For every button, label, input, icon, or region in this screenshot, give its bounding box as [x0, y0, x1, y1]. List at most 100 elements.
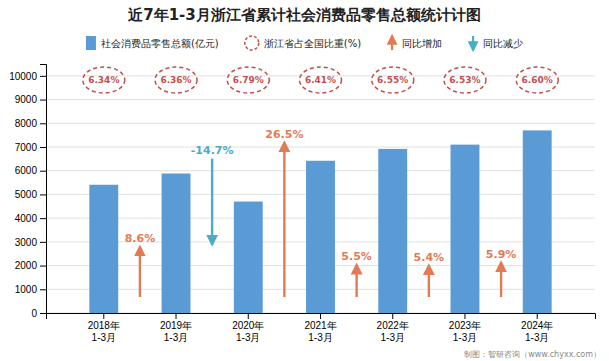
y-tick-mark — [40, 266, 46, 267]
x-tick-mark — [248, 313, 249, 319]
yoy-arrow — [428, 266, 430, 297]
y-tick-label: 7000 — [15, 142, 38, 153]
y-tick-mark — [40, 289, 46, 290]
share-label: 6.36% — [160, 75, 191, 85]
x-tick-label-line: 2022年 — [377, 320, 409, 331]
y-tick-label: 6000 — [15, 165, 38, 176]
x-tick-label-line: 2023年 — [449, 320, 481, 331]
y-tick: 10000 — [9, 71, 46, 82]
yoy-label: -14.7% — [191, 144, 234, 157]
grid-line — [46, 147, 595, 148]
x-tick-label: 2024年1-3月 — [521, 320, 553, 343]
legend-item: 社会消费品零售总额(亿元) — [86, 36, 219, 50]
y-tick: 8000 — [15, 118, 46, 129]
share-label: 6.34% — [88, 75, 119, 85]
x-tick-label-line: 1-3月 — [525, 332, 549, 343]
grid-line — [46, 123, 595, 124]
yoy-arrow — [500, 263, 502, 297]
share-circle — [83, 67, 125, 93]
footer: 制图：智研咨询（www.chyxx.com） — [464, 350, 601, 359]
y-tick-label: 2000 — [15, 260, 38, 271]
share-label: 6.79% — [233, 75, 264, 85]
title: 近7年1-3月浙江省累计社会消费品零售总额统计计图 — [127, 6, 481, 24]
annotations: 6.34% 6.36% 6.79% 6.41% 6.55% 6.53% 6.60% 8.6% -… — [88, 75, 553, 263]
y-tick-label: 0 — [31, 308, 37, 319]
yoy-label: 5.4% — [414, 251, 445, 264]
x-tick-mark — [103, 313, 104, 319]
legend-label: 同比减少 — [483, 38, 523, 49]
y-tick-mark — [40, 76, 46, 77]
y-tick-mark — [40, 313, 46, 314]
x-tick-label-line: 2024年 — [521, 320, 553, 331]
x-tick-label-line: 1-3月 — [92, 332, 116, 343]
x-tick-mark — [392, 313, 393, 319]
y-tick-label: 4000 — [15, 213, 38, 224]
y-tick-mark — [40, 194, 46, 195]
x-tick-mark — [176, 313, 177, 319]
chart: 0 1000 2000 3000 4000 5000 6000 7000 8000 9000 100… — [0, 0, 609, 361]
yoy-label: 5.5% — [341, 250, 372, 263]
y-tick: 4000 — [15, 213, 46, 224]
x-tick-label-line: 1-3月 — [453, 332, 477, 343]
y-tick: 0 — [31, 308, 46, 319]
share-label: 6.60% — [522, 75, 553, 85]
share-label: 6.55% — [377, 75, 408, 85]
y-tick-label: 1000 — [15, 284, 38, 295]
x-tick: 2023年1-3月 — [449, 313, 481, 343]
x-tick-label-line: 2021年 — [304, 320, 336, 331]
x-tick-label: 2023年1-3月 — [449, 320, 481, 343]
yoy-arrow — [355, 265, 357, 297]
legend-swatch — [472, 36, 474, 50]
bar — [306, 161, 335, 313]
x-tick-label-line: 1-3月 — [236, 332, 260, 343]
x-tick: 2024年1-3月 — [521, 313, 553, 343]
legend-swatch — [86, 36, 96, 50]
legend: 社会消费品零售总额(亿元) 浙江省占全国比重(%) 同比增加 同比减少 — [86, 36, 523, 50]
share-circle — [444, 67, 486, 93]
x-tick-label-line: 2018年 — [88, 320, 120, 331]
legend-swatch — [245, 36, 259, 50]
x-tick-label-line: 1-3月 — [308, 332, 332, 343]
x-axis: 2018年1-3月2019年1-3月2020年1-3月2021年1-3月2022… — [47, 313, 596, 343]
legend-label: 浙江省占全国比重(%) — [264, 38, 361, 49]
grid-line — [46, 99, 595, 100]
x-tick: 2019年1-3月 — [160, 313, 192, 343]
yoy-label: 26.5% — [265, 128, 303, 141]
yoy-label: 8.6% — [125, 232, 156, 245]
x-tick-label: 2020年1-3月 — [232, 320, 264, 343]
y-tick-label: 5000 — [15, 189, 38, 200]
x-tick-label: 2019年1-3月 — [160, 320, 192, 343]
y-tick-label: 8000 — [15, 118, 38, 129]
x-tick: 2018年1-3月 — [88, 313, 120, 343]
x-tick-label-line: 1-3月 — [381, 332, 405, 343]
share-circle — [516, 67, 558, 93]
y-tick-mark — [40, 100, 46, 101]
legend-item: 同比减少 — [473, 36, 523, 50]
share-circle — [227, 67, 269, 93]
x-tick-mark — [464, 313, 465, 319]
x-tick-label: 2018年1-3月 — [88, 320, 120, 343]
y-tick: 7000 — [15, 142, 46, 153]
yoy-arrow — [211, 159, 213, 245]
y-tick-mark — [40, 242, 46, 243]
y-tick-mark — [40, 171, 46, 172]
y-tick: 3000 — [15, 237, 46, 248]
yoy-label: 5.9% — [486, 248, 517, 261]
grid — [46, 76, 595, 313]
legend-item: 同比增加 — [392, 36, 442, 50]
yoy-arrow — [283, 143, 285, 297]
y-tick-mark — [40, 147, 46, 148]
share-label: 6.41% — [305, 75, 336, 85]
share-circle — [300, 67, 342, 93]
share-label: 6.53% — [449, 75, 480, 85]
y-tick: 2000 — [15, 260, 46, 271]
bar — [378, 149, 407, 313]
legend-swatch — [391, 36, 393, 50]
bar — [162, 174, 191, 313]
x-tick-label-line: 2020年 — [232, 320, 264, 331]
bar — [89, 185, 118, 313]
y-tick-mark — [40, 218, 46, 219]
x-tick-label-line: 1-3月 — [164, 332, 188, 343]
y-tick-label: 9000 — [15, 94, 38, 105]
y-tick-mark — [40, 123, 46, 124]
